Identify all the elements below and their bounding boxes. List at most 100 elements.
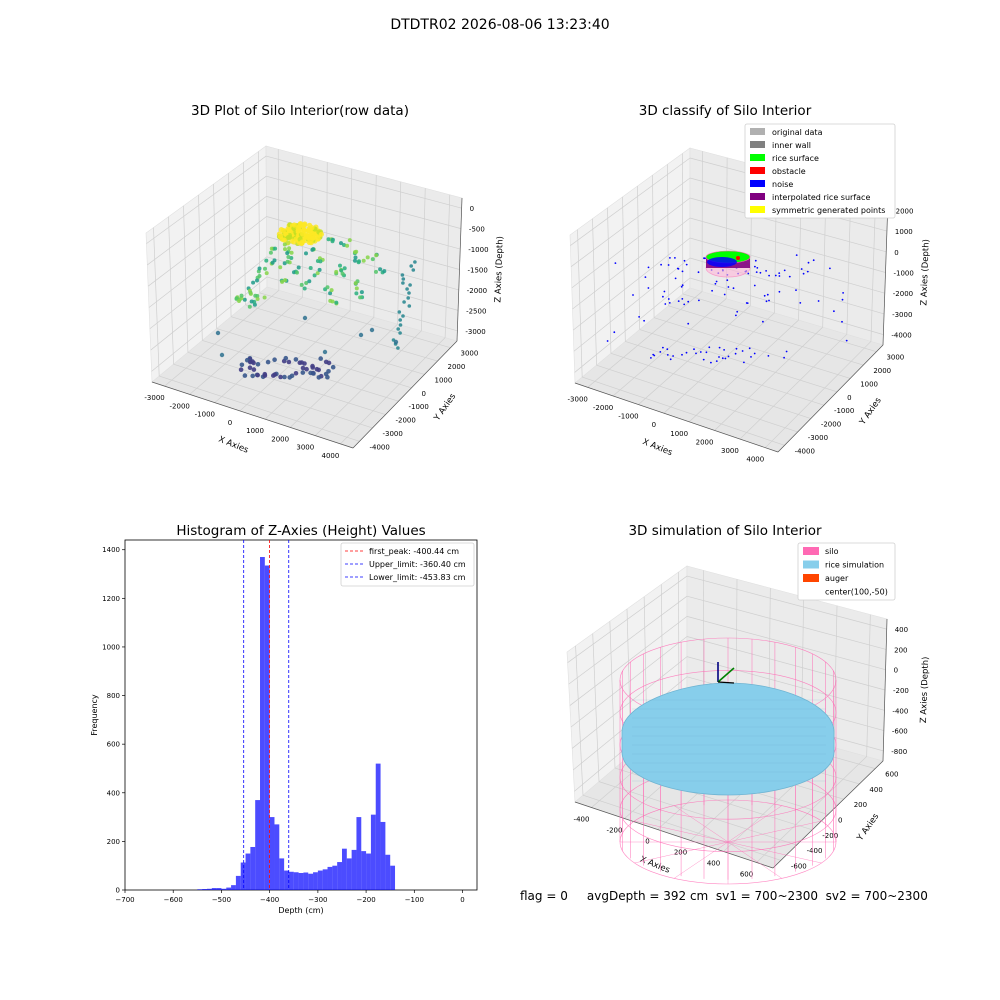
plot3-bar — [385, 854, 391, 890]
plot1-point — [257, 266, 262, 271]
plot2-noise-point — [765, 300, 768, 303]
plot2-axes-xtick-label: 3000 — [721, 447, 739, 455]
plot4-axes-zgrid — [568, 595, 688, 685]
plot4-axes-ytick-label: -200 — [822, 832, 838, 840]
plot1-point — [300, 370, 306, 375]
plot1-point — [250, 359, 255, 364]
plot1-axes-xgrid — [164, 290, 280, 387]
plot1-axes-xtick-label: -3000 — [144, 394, 164, 402]
plot1-point — [330, 239, 335, 244]
plot3-xlabel: Depth (cm) — [278, 906, 323, 915]
plot2-axes-ztick-label: -4000 — [891, 332, 911, 340]
plot2-axes-xgrid — [638, 305, 751, 405]
plot2-noise-point — [711, 289, 713, 292]
plot1-point — [353, 281, 358, 286]
plot3-bar — [313, 872, 318, 890]
plot1-point — [401, 277, 406, 281]
plot4-axes-ztick-label: 200 — [894, 646, 907, 654]
plot2-axes-ygrid — [653, 317, 851, 379]
plot2-axes-xgrid — [688, 319, 799, 423]
plot1-point — [242, 373, 248, 378]
plot2-axes-ygrid — [682, 293, 877, 353]
plot3-bar — [231, 885, 236, 890]
plot1-point — [286, 359, 292, 365]
plot1-point — [338, 263, 342, 268]
plot1-axes-zgrid — [147, 175, 267, 266]
plot4-axes-ygrid — [598, 781, 797, 846]
plot2-noise-point — [667, 264, 670, 266]
plot3-bar — [197, 889, 203, 890]
plot1-point — [311, 371, 316, 376]
plot1-point — [242, 297, 247, 302]
plot2-noise-point — [723, 349, 725, 351]
plot1-point — [262, 295, 267, 300]
plot2-axes-zgrid — [689, 277, 884, 335]
plot3-ytick-label: 1200 — [102, 595, 120, 603]
plot4-axes-zgrid — [686, 656, 885, 711]
plot2-noise-point — [653, 354, 656, 357]
plot4-axes-ygrid — [582, 794, 781, 861]
plot2-axes-zlabel: Z Axies (Depth) — [919, 239, 931, 306]
plot1-point — [369, 327, 375, 333]
plot1-point — [316, 375, 322, 380]
plot2-noise-point — [660, 263, 662, 266]
plot3-xtick-label: −500 — [212, 896, 231, 904]
plot1-axes-ygrid — [187, 351, 386, 415]
plot2-axes-xtick-label: -3000 — [568, 395, 588, 403]
plot3-ytick-label: 200 — [107, 838, 120, 846]
plot1-point — [239, 362, 245, 368]
plot2-noise-point — [727, 286, 730, 288]
plot2-title: 3D classify of Silo Interior — [638, 103, 812, 119]
plot1-point — [328, 291, 333, 296]
plot1-point — [353, 250, 357, 255]
plot2-noise-point — [800, 268, 803, 270]
plot3-bar — [298, 872, 304, 890]
plot2-noise-point — [763, 294, 766, 297]
plot3-xtick-label: −300 — [308, 896, 327, 904]
plot1-point — [393, 339, 399, 345]
plot1-point — [289, 250, 294, 255]
plot1-point — [310, 365, 316, 370]
plot1-point — [293, 357, 299, 362]
plot3-bar — [303, 872, 309, 890]
plot1-point — [286, 255, 291, 259]
plot1-axes-ytick-label: 0 — [422, 390, 426, 398]
plot3-xtick-label: 0 — [460, 896, 464, 904]
plot1-point — [374, 269, 378, 274]
plot2-noise-point — [697, 271, 700, 274]
plot2-axes-ygrid — [639, 329, 838, 393]
plot2-axes-ytick-label: 3000 — [886, 354, 904, 362]
plot1-point — [354, 286, 359, 291]
plot2-legend-label: inner wall — [772, 141, 811, 150]
plot2-noise-point — [683, 259, 686, 262]
plot1-axes-xtick-label: 3000 — [296, 444, 314, 452]
plot1-axes-ytick-label: 1000 — [435, 376, 453, 384]
plot2-legend-swatch — [750, 154, 765, 161]
plot1-axes-ztick-label: -2000 — [467, 287, 487, 295]
plot1-point — [250, 373, 255, 379]
plot2-noise-point — [674, 257, 676, 259]
plot4-legend-swatch — [803, 547, 819, 555]
plot2-legend-label: interpolated rice surface — [772, 193, 870, 202]
plot3-frame — [124, 539, 478, 891]
plot2-noise-point — [785, 350, 788, 353]
plot2-noise-point — [817, 300, 820, 302]
plot1-point — [330, 299, 335, 304]
plot3-bar — [264, 565, 270, 890]
plot4-axes-zgrid — [571, 656, 688, 749]
plot2-noise-point — [732, 287, 735, 290]
plot3-bar — [308, 873, 314, 890]
plot3-bar — [346, 858, 352, 890]
plot4-title: 3D simulation of Silo Interior — [628, 523, 822, 539]
plot1-point — [405, 287, 409, 291]
plot2-axes-xtick-label: 0 — [652, 421, 656, 429]
plot2-legend-swatch — [750, 180, 765, 187]
plot4-axes-xtick-label: -200 — [607, 827, 623, 835]
plot4-silo — [619, 637, 837, 885]
plot4-axes-xtick-label: 400 — [707, 860, 720, 868]
plot3-bar — [341, 848, 347, 890]
plot1-point — [277, 233, 284, 240]
plot2-noise-point — [735, 347, 738, 350]
plot1-point — [378, 267, 383, 272]
plot3-bar — [269, 817, 275, 890]
